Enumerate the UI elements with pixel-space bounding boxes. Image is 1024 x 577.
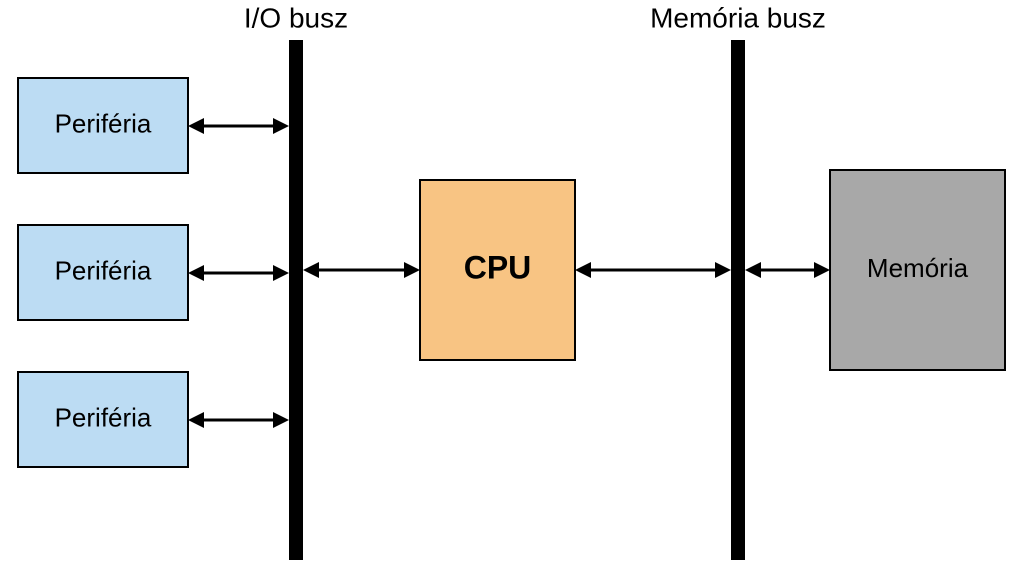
io-bus-label: I/O busz xyxy=(244,2,348,33)
arrow-periph1-iobus xyxy=(188,118,289,134)
peripheral-2-label: Periféria xyxy=(55,255,152,285)
arrow-membus-memory xyxy=(745,262,830,278)
peripheral-1-label: Periféria xyxy=(55,108,152,138)
arrow-iobus-cpu xyxy=(303,262,420,278)
peripheral-1: Periféria xyxy=(18,78,188,173)
memory-bus-label: Memória busz xyxy=(650,2,826,33)
arrow-cpu-membus xyxy=(575,262,731,278)
arrow-periph2-iobus xyxy=(188,265,289,281)
io-bus-bar xyxy=(289,40,303,560)
bus-architecture-diagram: I/O busz Memória busz Periféria Periféri… xyxy=(0,0,1024,577)
memory-box: Memória xyxy=(830,170,1005,370)
memory-bus-bar xyxy=(731,40,745,560)
arrow-periph3-iobus xyxy=(188,412,289,428)
peripheral-3-label: Periféria xyxy=(55,402,152,432)
cpu-box: CPU xyxy=(420,180,575,360)
peripheral-3: Periféria xyxy=(18,372,188,467)
cpu-label: CPU xyxy=(464,249,532,285)
peripheral-2: Periféria xyxy=(18,225,188,320)
memory-label: Memória xyxy=(867,253,969,283)
